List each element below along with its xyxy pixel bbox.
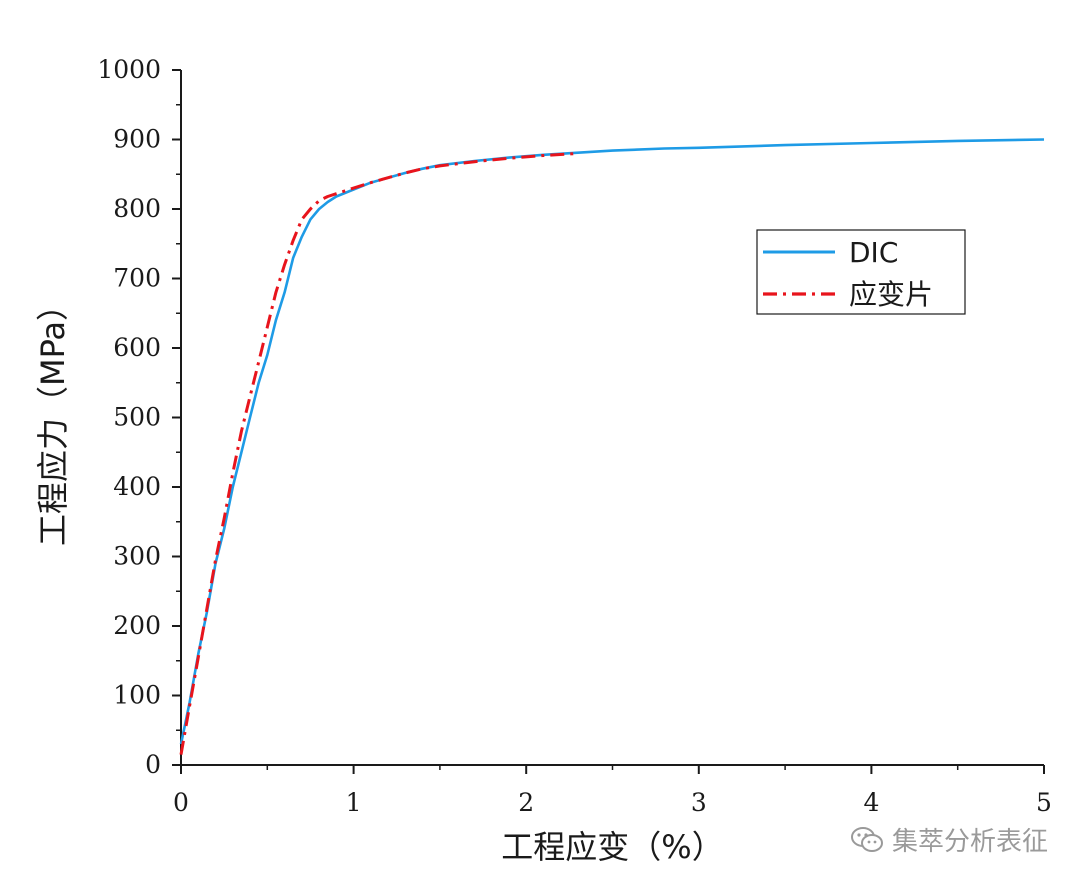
y-tick-label: 500 [113,403,161,432]
x-tick-label: 3 [691,788,707,817]
watermark: 集萃分析表征 [850,821,1048,858]
x-tick-label: 0 [173,788,189,817]
legend-label-dic: DIC [849,236,898,269]
legend-label-strain-gauge: 应变片 [849,278,933,311]
y-tick-label: 1000 [97,55,161,84]
legend-box [756,229,966,315]
y-tick-label: 200 [113,611,161,640]
series-line-dic [179,138,1045,745]
x-tick-label: 5 [1036,788,1052,817]
y-tick-label: 600 [113,333,161,362]
series-layer [179,138,1045,755]
legend: DIC 应变片 [756,229,966,315]
watermark-text: 集萃分析表征 [891,827,1048,857]
series-line-strain-gauge [179,151,579,755]
axes [180,70,1044,766]
y-tick-label: 100 [113,681,161,710]
y-tick-label: 300 [113,542,161,571]
x-tick-label: 2 [518,788,534,817]
y-tick-label: 900 [113,125,161,154]
x-axis-title: 工程应变（%） [501,828,723,866]
ticks: 0 100 200 300 400 500 600 700 800 900 1000 0 1 2 3 4 5 [97,55,1052,817]
x-tick-label: 1 [346,788,362,817]
y-axis-title: 工程应力（MPa） [34,289,72,546]
y-tick-label: 800 [113,194,161,223]
wechat-icon [850,826,883,852]
y-tick-label: 400 [113,472,161,501]
y-tick-label: 700 [113,264,161,293]
x-tick-label: 4 [863,788,879,817]
y-tick-label: 0 [145,750,161,779]
